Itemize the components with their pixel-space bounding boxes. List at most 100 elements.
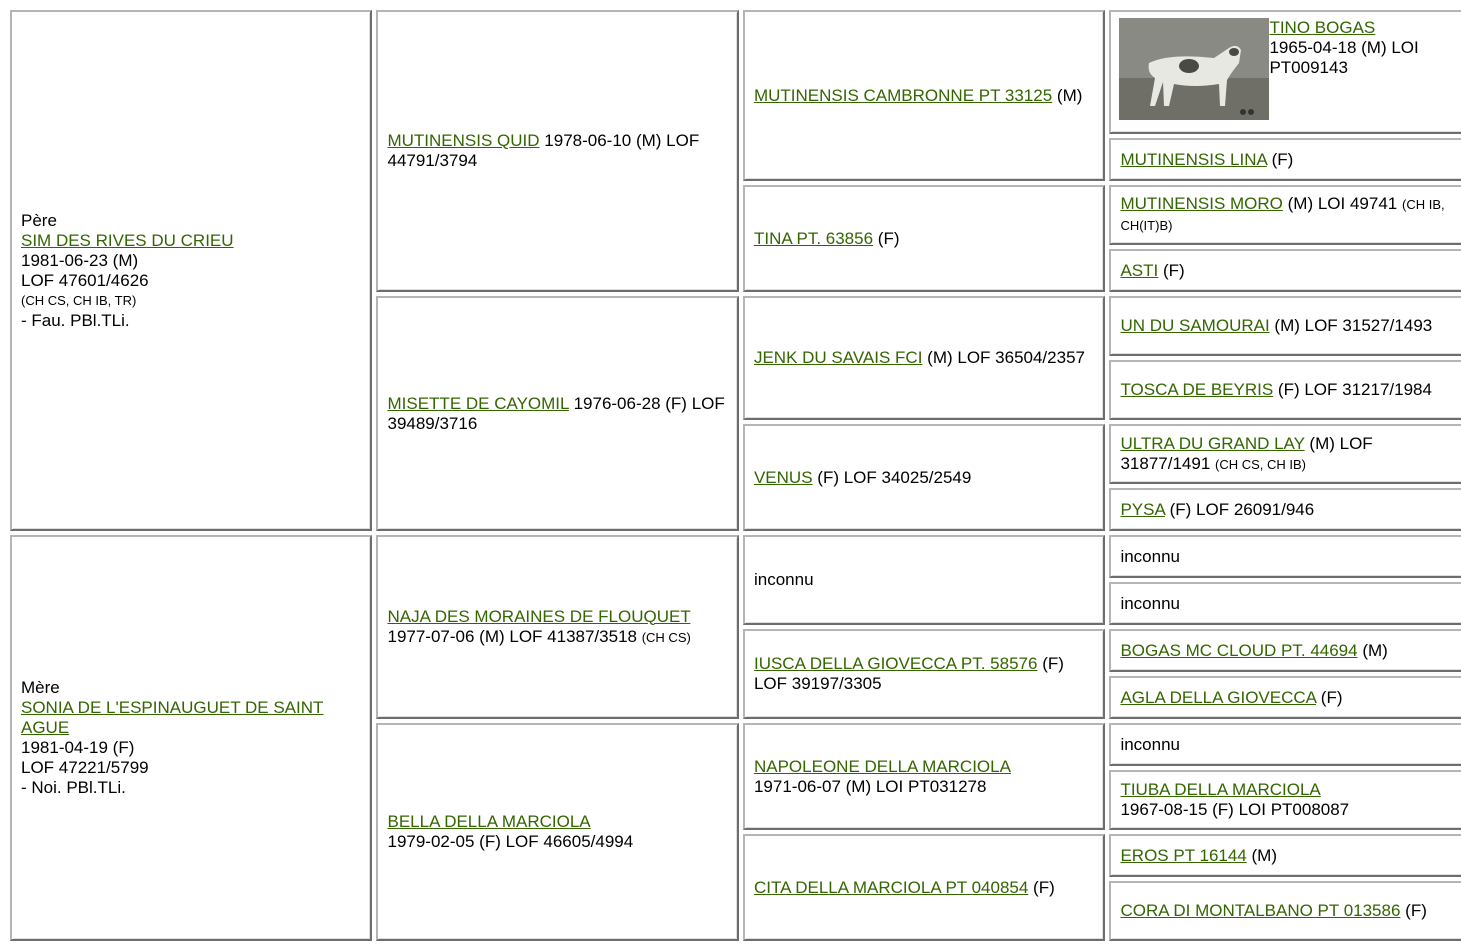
dog-info: 1979-02-05 (F) LOF 46605/4994 xyxy=(387,832,634,851)
dog-link[interactable]: TIUBA DELLA MARCIOLA xyxy=(1120,780,1321,799)
gen4-cell: TOSCA DE BEYRIS (F) LOF 31217/1984 xyxy=(1109,360,1461,420)
dog-link[interactable]: VENUS xyxy=(753,467,813,487)
dog-info: 1978-06-10 (M) LOF 44791/3794 xyxy=(387,131,700,170)
pedigree-row: Père SIM DES RIVES DU CRIEU 1981-06-23 (M)… xyxy=(10,10,1461,531)
unknown: inconnu xyxy=(1120,593,1181,613)
dog-info: (F) LOF 26091/946 xyxy=(1169,499,1315,519)
gen4-cell: EROS PT 16144 (M) xyxy=(1109,834,1461,877)
pedigree-row: TINA PT. 63856 (F) MUTINENSIS MORO (M) LO… xyxy=(10,185,1461,292)
pedigree-row: CITA DELLA MARCIOLA PT 040854 (F) EROS PT… xyxy=(10,834,1461,941)
gen3-cell: TINA PT. 63856 (F) xyxy=(742,185,1106,292)
dog-info: (M) LOI 49741 xyxy=(1287,194,1398,213)
pedigree-row: Mère SONIA DE L'ESPINAUGUET DE SAINT AGUE… xyxy=(10,535,1461,941)
dog-link[interactable]: IUSCA DELLA GIOVECCA PT. 58576 xyxy=(753,654,1038,673)
gen2-cell: MUTINENSIS QUID 1978-06-10 (M) LOF 44791… xyxy=(376,10,739,292)
dog-info: LOF 47601/4626 xyxy=(21,270,149,290)
gen3-cell: NAPOLEONE DELLA MARCIOLA 1971-06-07 (M) L… xyxy=(742,723,1106,830)
dog-info: (F) xyxy=(877,228,900,248)
gen4-cell: ULTRA DU GRAND LAY (M) LOF 31877/1491 (C… xyxy=(1109,424,1461,484)
dog-info: 1967-08-15 (F) LOI PT008087 xyxy=(1120,800,1350,819)
dog-link[interactable]: PYSA xyxy=(1120,499,1165,519)
pedigree-row: TOSCA DE BEYRIS (F) LOF 31217/1984 xyxy=(10,360,1461,420)
gen4-cell: ASTI (F) xyxy=(1109,249,1461,292)
pedigree-row: AGLA DELLA GIOVECCA (F) xyxy=(10,676,1461,719)
gen3-cell: inconnu xyxy=(742,535,1106,625)
gen3-cell: VENUS (F) LOF 34025/2549 xyxy=(742,424,1106,531)
dog-info: (F) xyxy=(1405,901,1427,920)
dog-link[interactable]: NAPOLEONE DELLA MARCIOLA xyxy=(753,756,1011,776)
dog-link[interactable]: SONIA DE L'ESPINAUGUET DE SAINT AGUE xyxy=(21,698,324,737)
gen4-cell: inconnu xyxy=(1109,535,1461,578)
titles: (CH CS) xyxy=(641,629,691,645)
gen3-cell: JENK DU SAVAIS FCI (M) LOF 36504/2357 xyxy=(742,296,1106,420)
dog-info: 1971-06-07 (M) LOI PT031278 xyxy=(753,776,987,796)
dog-info: (M) LOF 36504/2357 xyxy=(927,348,1085,367)
gen4-cell: CORA DI MONTALBANO PT 013586 (F) xyxy=(1109,881,1461,941)
dog-link[interactable]: TINO BOGAS xyxy=(1269,18,1376,37)
dog-info: 1981-06-23 (M) xyxy=(21,250,139,270)
pedigree-row: inconnu xyxy=(10,582,1461,625)
dog-link[interactable]: MUTINENSIS MORO xyxy=(1120,194,1283,213)
dog-info: 1981-04-19 (F) xyxy=(21,738,135,757)
gen4-cell: UN DU SAMOURAI (M) LOF 31527/1493 xyxy=(1109,296,1461,356)
unknown: inconnu xyxy=(753,570,814,589)
pedigree-row: IUSCA DELLA GIOVECCA PT. 58576 (F) LOF 3… xyxy=(10,629,1461,719)
dog-info: 1965-04-18 (M) LOI PT009143 xyxy=(1269,38,1419,77)
titles: (CH CS, CH IB, TR) xyxy=(21,292,137,308)
dog-info: (F) LOF 39197/3305 xyxy=(753,654,1064,693)
dog-link[interactable]: MUTINENSIS CAMBRONNE PT 33125 xyxy=(753,85,1053,105)
dog-link[interactable]: BOGAS MC CLOUD PT. 44694 xyxy=(1120,640,1358,660)
dog-link[interactable]: ASTI xyxy=(1120,260,1159,280)
dog-info: (M) xyxy=(1056,85,1083,105)
pedigree-row: BELLA DELLA MARCIOLA 1979-02-05 (F) LOF 4… xyxy=(10,723,1461,941)
pedigree-row: PYSA (F) LOF 26091/946 xyxy=(10,488,1461,531)
dog-link[interactable]: UN DU SAMOURAI xyxy=(1120,316,1270,335)
dog-info: (F) xyxy=(1162,260,1185,280)
gen4-cell: inconnu xyxy=(1109,723,1461,766)
gen3-cell: IUSCA DELLA GIOVECCA PT. 58576 (F) LOF 3… xyxy=(742,629,1106,719)
dog-info: (F) xyxy=(1271,149,1294,169)
gen1-cell: Père SIM DES RIVES DU CRIEU 1981-06-23 (M)… xyxy=(10,10,373,531)
dog-info: (M) LOF 31877/1491 xyxy=(1120,433,1373,473)
dog-link[interactable]: EROS PT 16144 xyxy=(1120,845,1247,865)
dog-link[interactable]: NAJA DES MORAINES DE FLOUQUET xyxy=(387,606,691,626)
gen2-cell: MISETTE DE CAYOMIL 1976-06-28 (F) LOF 39… xyxy=(376,296,739,531)
pedigree-row: MISETTE DE CAYOMIL 1976-06-28 (F) LOF 39… xyxy=(10,296,1461,531)
dog-info: (F) xyxy=(1320,687,1343,707)
dog-link[interactable]: AGLA DELLA GIOVECCA xyxy=(1120,687,1317,707)
gen1-cell: Mère SONIA DE L'ESPINAUGUET DE SAINT AGUE… xyxy=(10,535,373,941)
dog-link[interactable]: SIM DES RIVES DU CRIEU xyxy=(21,230,234,250)
gen4-cell: PYSA (F) LOF 26091/946 xyxy=(1109,488,1461,531)
dog-link[interactable]: CITA DELLA MARCIOLA PT 040854 xyxy=(753,877,1029,897)
gen4-cell: inconnu xyxy=(1109,582,1461,625)
gen3-cell: CITA DELLA MARCIOLA PT 040854 (F) xyxy=(742,834,1106,941)
dog-link[interactable]: ULTRA DU GRAND LAY xyxy=(1120,433,1305,453)
dog-link[interactable]: CORA DI MONTALBANO PT 013586 xyxy=(1120,901,1401,920)
dog-link[interactable]: JENK DU SAVAIS FCI xyxy=(753,348,923,367)
unknown: inconnu xyxy=(1120,546,1181,566)
gen2-cell: BELLA DELLA MARCIOLA 1979-02-05 (F) LOF 4… xyxy=(376,723,739,941)
dog-info: (M) xyxy=(1251,845,1277,865)
dog-link[interactable]: MUTINENSIS LINA xyxy=(1120,149,1267,169)
gen4-cell: TINO BOGAS 1965-04-18 (M) LOI PT009143 xyxy=(1109,10,1461,134)
dog-photo xyxy=(1119,18,1270,120)
dog-info: (F) LOF 31217/1984 xyxy=(1277,380,1432,399)
dog-link[interactable]: TINA PT. 63856 xyxy=(753,228,874,248)
dog-link[interactable]: MISETTE DE CAYOMIL xyxy=(387,393,569,413)
pedigree-row: VENUS (F) LOF 34025/2549 ULTRA DU GRAND L… xyxy=(10,424,1461,531)
gen4-cell: MUTINENSIS MORO (M) LOI 49741 (CH IB, CH… xyxy=(1109,185,1461,245)
gen4-cell: MUTINENSIS LINA (F) xyxy=(1109,138,1461,181)
titles: (CH IB, CH(IT)B) xyxy=(1120,197,1445,233)
parent-label: Mère xyxy=(21,678,60,697)
note: - Fau. PBl.TLi. xyxy=(21,310,130,330)
pedigree-row: MUTINENSIS LINA (F) xyxy=(10,138,1461,181)
dog-link[interactable]: BELLA DELLA MARCIOLA xyxy=(387,812,591,831)
pedigree-row: ASTI (F) xyxy=(10,249,1461,292)
dog-link[interactable]: MUTINENSIS QUID xyxy=(387,131,540,150)
pedigree-page: Père SIM DES RIVES DU CRIEU 1981-06-23 (M)… xyxy=(6,6,1461,945)
dog-link[interactable]: TOSCA DE BEYRIS xyxy=(1120,380,1274,399)
note: - Noi. PBl.TLi. xyxy=(21,778,126,797)
dog-info: 1977-07-06 (M) LOF 41387/3518 xyxy=(387,626,637,646)
dog-info: (F) LOF 34025/2549 xyxy=(817,467,972,487)
gen4-cell: BOGAS MC CLOUD PT. 44694 (M) xyxy=(1109,629,1461,672)
